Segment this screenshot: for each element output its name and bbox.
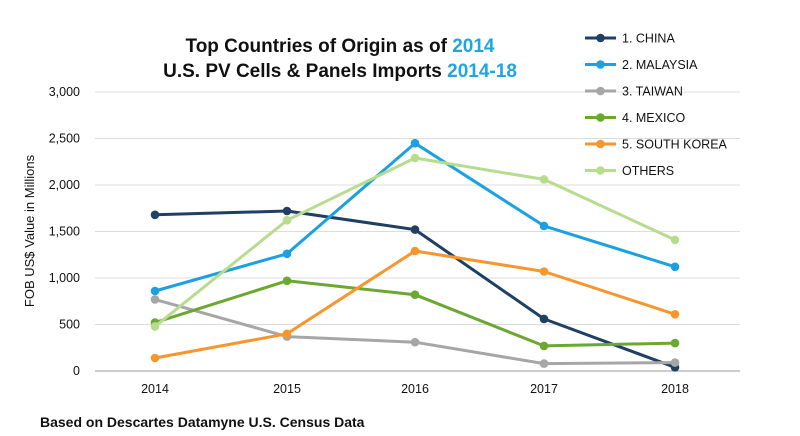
- x-tick-label: 2015: [273, 382, 301, 396]
- y-tick-label: 500: [59, 318, 80, 332]
- data-point: [410, 153, 420, 163]
- legend-swatch-marker: [596, 166, 605, 175]
- legend-item: OTHERS: [585, 164, 674, 178]
- data-point: [282, 216, 292, 225]
- data-point: [670, 338, 680, 348]
- legend-item: 5. SOUTH KOREA: [585, 138, 728, 152]
- legend-swatch-marker: [596, 139, 605, 149]
- data-point: [539, 221, 549, 231]
- x-tick-label: 2017: [530, 382, 558, 396]
- x-axis-ticks: 2014 2015 2016 2017 2018: [141, 382, 689, 396]
- series-lines: [150, 138, 680, 372]
- legend-swatch-marker: [596, 33, 605, 43]
- y-tick-label: 0: [73, 364, 80, 378]
- data-point: [282, 249, 292, 259]
- data-point: [670, 358, 680, 367]
- chart-title-line-1-text: Top Countries of Origin as of: [186, 36, 453, 57]
- series-2: [150, 138, 680, 296]
- data-point: [410, 337, 420, 347]
- x-tick-label: 2016: [401, 382, 429, 396]
- data-point: [539, 267, 549, 276]
- legend-swatch-marker: [596, 113, 605, 122]
- y-tick-label: 2,500: [49, 132, 80, 146]
- data-point: [282, 206, 292, 216]
- legend: 1. CHINA 2. MALAYSIA 3. TAIWAN 4. MEXICO 5. …: [585, 32, 728, 178]
- x-tick-label: 2014: [141, 382, 169, 396]
- data-point: [410, 290, 420, 300]
- data-point: [670, 235, 680, 245]
- legend-item: 4. MEXICO: [585, 111, 685, 125]
- y-axis-ticks: 0 500 1,000 1,500 2,000 2,500 3,000: [49, 85, 80, 378]
- y-tick-label: 3,000: [49, 85, 80, 99]
- source-footnote: Based on Descartes Datamyne U.S. Census …: [40, 414, 365, 430]
- data-point: [539, 175, 549, 184]
- legend-swatch-marker: [596, 86, 605, 96]
- y-tick-label: 1,500: [49, 225, 80, 239]
- legend-label: 3. TAIWAN: [622, 85, 683, 99]
- data-point: [539, 341, 549, 351]
- series-6: [150, 153, 680, 331]
- data-point: [670, 310, 680, 319]
- chart-title-line-2-highlight: 2014-18: [447, 61, 517, 82]
- data-point: [539, 359, 549, 368]
- series-line: [153, 297, 677, 366]
- chart-title-line-1: Top Countries of Origin as of 2014: [186, 36, 495, 57]
- legend-label: 5. SOUTH KOREA: [622, 138, 728, 152]
- data-point: [282, 329, 292, 339]
- data-point: [150, 322, 160, 331]
- data-point: [282, 276, 292, 286]
- data-point: [150, 295, 160, 304]
- data-point: [150, 353, 160, 363]
- legend-item: 3. TAIWAN: [585, 85, 683, 99]
- y-axis-label: FOB US$ Value in Millions: [22, 154, 37, 307]
- legend-label: 2. MALAYSIA: [622, 58, 698, 72]
- legend-label: OTHERS: [622, 164, 674, 178]
- legend-swatch-marker: [596, 60, 605, 69]
- series-5: [150, 246, 680, 363]
- y-tick-label: 1,000: [49, 271, 80, 285]
- legend-label: 1. CHINA: [622, 32, 675, 46]
- data-point: [410, 225, 420, 234]
- data-point: [410, 138, 420, 148]
- legend-item: 1. CHINA: [585, 32, 675, 46]
- x-tick-label: 2018: [661, 382, 689, 396]
- series-line: [153, 141, 677, 293]
- chart-title-line-2: U.S. PV Cells & Panels Imports 2014-18: [163, 61, 517, 82]
- chart-title-line-1-highlight: 2014: [452, 36, 495, 57]
- legend-label: 4. MEXICO: [622, 111, 685, 125]
- series-1: [150, 206, 680, 372]
- y-tick-label: 2,000: [49, 178, 80, 192]
- data-point: [150, 286, 160, 296]
- legend-item: 2. MALAYSIA: [585, 58, 698, 72]
- series-4: [150, 276, 680, 351]
- series-3: [150, 295, 680, 368]
- data-point: [410, 246, 420, 256]
- data-point: [150, 210, 160, 220]
- chart-title-line-2-text: U.S. PV Cells & Panels Imports: [163, 61, 447, 82]
- data-point: [539, 314, 549, 324]
- data-point: [670, 262, 680, 272]
